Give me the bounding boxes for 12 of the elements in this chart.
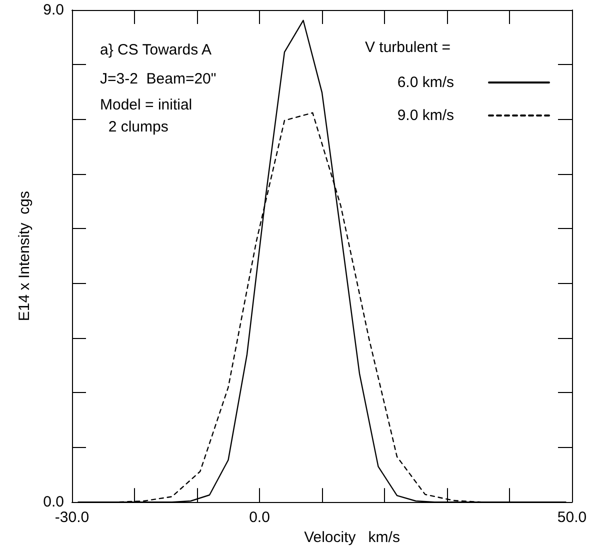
y-tick-label: 9.0	[43, 2, 64, 18]
x-tick-label: 50.0	[557, 509, 587, 526]
y-axis-title: E14 x Intensity cgs	[16, 191, 34, 322]
x-tick-label: -30.0	[54, 509, 90, 526]
x-tick-label: 0.0	[249, 509, 270, 526]
annotation: J=3-2 Beam=20"	[100, 70, 216, 88]
x-axis-title: Velocity km/s	[304, 529, 400, 546]
legend-label: 6.0 km/s	[397, 74, 454, 91]
annotation: Model = initial 2 clumps	[100, 96, 192, 136]
legend-title: V turbulent =	[365, 39, 451, 56]
legend-label: 9.0 km/s	[397, 107, 454, 124]
annotation: a} CS Towards A	[100, 42, 212, 58]
